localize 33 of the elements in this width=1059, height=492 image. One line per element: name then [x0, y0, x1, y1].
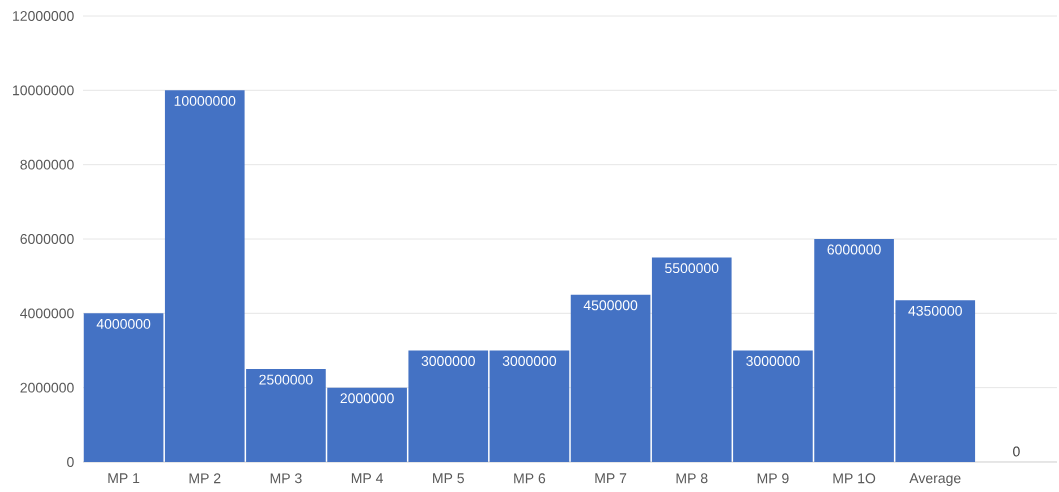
- data-label: 4350000: [908, 305, 962, 316]
- data-label: 4000000: [96, 318, 151, 329]
- y-tick-label: 4000000: [20, 308, 74, 319]
- data-label: 2500000: [259, 374, 313, 385]
- y-tick-label: 2000000: [20, 382, 74, 393]
- y-tick-label: 6000000: [20, 234, 74, 244]
- y-tick-label: 12000000: [13, 11, 74, 21]
- x-tick-label: MP 4: [351, 473, 383, 483]
- bar: [83, 313, 164, 462]
- data-label: 3000000: [421, 356, 475, 367]
- bar: [570, 294, 651, 462]
- data-label: 6000000: [827, 244, 881, 255]
- y-tick-label: 10000000: [13, 85, 74, 96]
- x-tick-label: Average: [909, 473, 961, 486]
- y-tick-label: 8000000: [20, 159, 74, 170]
- bar: [489, 350, 570, 462]
- x-tick-label: MP 7: [595, 473, 627, 483]
- data-label: 2000000: [340, 393, 394, 404]
- x-tick-label: MP 3: [270, 473, 302, 484]
- x-tick-label: MP 9: [757, 473, 789, 484]
- x-tick-label: MP 2: [189, 473, 221, 484]
- data-label: 3000000: [746, 356, 800, 367]
- data-label: 5500000: [665, 263, 719, 274]
- data-label: 0: [1013, 446, 1020, 457]
- x-tick-label: MP 8: [676, 473, 708, 484]
- x-tick-label: MP 1O: [833, 473, 876, 484]
- x-tick-label: MP 6: [514, 473, 546, 484]
- data-label: 3000000: [502, 356, 557, 367]
- data-label: 4500000: [583, 300, 638, 311]
- x-tick-label: MP 5: [433, 473, 464, 484]
- y-tick-label: 0: [67, 457, 74, 467]
- data-label: 10000000: [174, 95, 236, 106]
- x-tick-label: MP 1: [108, 473, 140, 483]
